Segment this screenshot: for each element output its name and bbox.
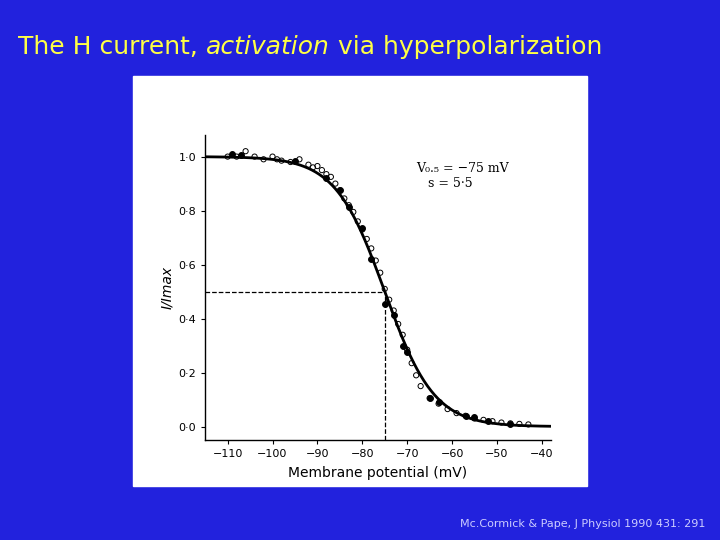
Point (513, 420, 525, 428)
Point (271, 155, 283, 164)
Point (451, 409, 462, 417)
Point (374, 268, 386, 277)
Text: Mc.Cormick & Pape, J Physiol 1990 431: 291: Mc.Cormick & Pape, J Physiol 1990 431: 2… (460, 519, 706, 529)
Point (469, 413, 480, 421)
Point (477, 416, 489, 424)
Point (284, 158, 296, 166)
Y-axis label: I/Imax: I/Imax (161, 266, 174, 309)
Point (505, 420, 516, 428)
Text: V₀.₅ = −75 mV
   s = 5·5: V₀.₅ = −75 mV s = 5·5 (416, 162, 509, 190)
Point (320, 170, 332, 178)
Point (379, 285, 390, 293)
Point (343, 202, 354, 211)
Point (231, 152, 243, 161)
Point (388, 306, 400, 315)
Text: via hyperpolarization: via hyperpolarization (330, 35, 602, 59)
Point (415, 382, 426, 390)
Point (258, 155, 269, 164)
Point (302, 160, 314, 169)
Point (334, 186, 346, 195)
Point (366, 244, 377, 253)
Point (240, 147, 251, 156)
Point (348, 207, 359, 216)
Point (276, 156, 287, 165)
Point (235, 151, 247, 160)
Point (370, 256, 382, 265)
Point (388, 310, 400, 319)
Point (320, 174, 332, 183)
Point (487, 417, 498, 426)
Point (316, 166, 328, 174)
Point (307, 163, 319, 172)
Point (495, 418, 507, 427)
Point (352, 217, 364, 226)
Point (384, 295, 395, 304)
Point (402, 346, 413, 354)
Point (267, 152, 279, 161)
Point (330, 179, 341, 188)
Point (442, 405, 454, 414)
Point (356, 225, 368, 234)
Point (325, 173, 337, 181)
Point (361, 235, 372, 244)
Point (356, 224, 368, 232)
Point (392, 320, 404, 328)
Point (505, 419, 516, 428)
Point (424, 394, 436, 403)
Point (222, 152, 233, 161)
Text: The H current,: The H current, (18, 35, 206, 59)
Point (469, 414, 480, 423)
Point (410, 371, 422, 380)
Point (379, 299, 390, 308)
Point (397, 341, 408, 350)
Point (406, 359, 418, 367)
Point (482, 417, 494, 426)
Point (460, 411, 472, 420)
Point (334, 186, 346, 195)
Point (402, 348, 413, 356)
Point (343, 201, 354, 210)
Point (249, 152, 261, 161)
Point (294, 155, 305, 164)
Point (366, 255, 377, 264)
Point (397, 330, 408, 339)
Point (424, 394, 436, 403)
Point (433, 398, 444, 407)
Point (289, 156, 301, 165)
Point (433, 399, 444, 408)
Text: activation: activation (206, 35, 330, 59)
Point (226, 150, 238, 158)
Point (523, 420, 534, 429)
Point (312, 161, 323, 170)
Point (338, 194, 350, 202)
X-axis label: Membrane potential (mV): Membrane potential (mV) (289, 466, 467, 480)
Point (460, 411, 472, 420)
